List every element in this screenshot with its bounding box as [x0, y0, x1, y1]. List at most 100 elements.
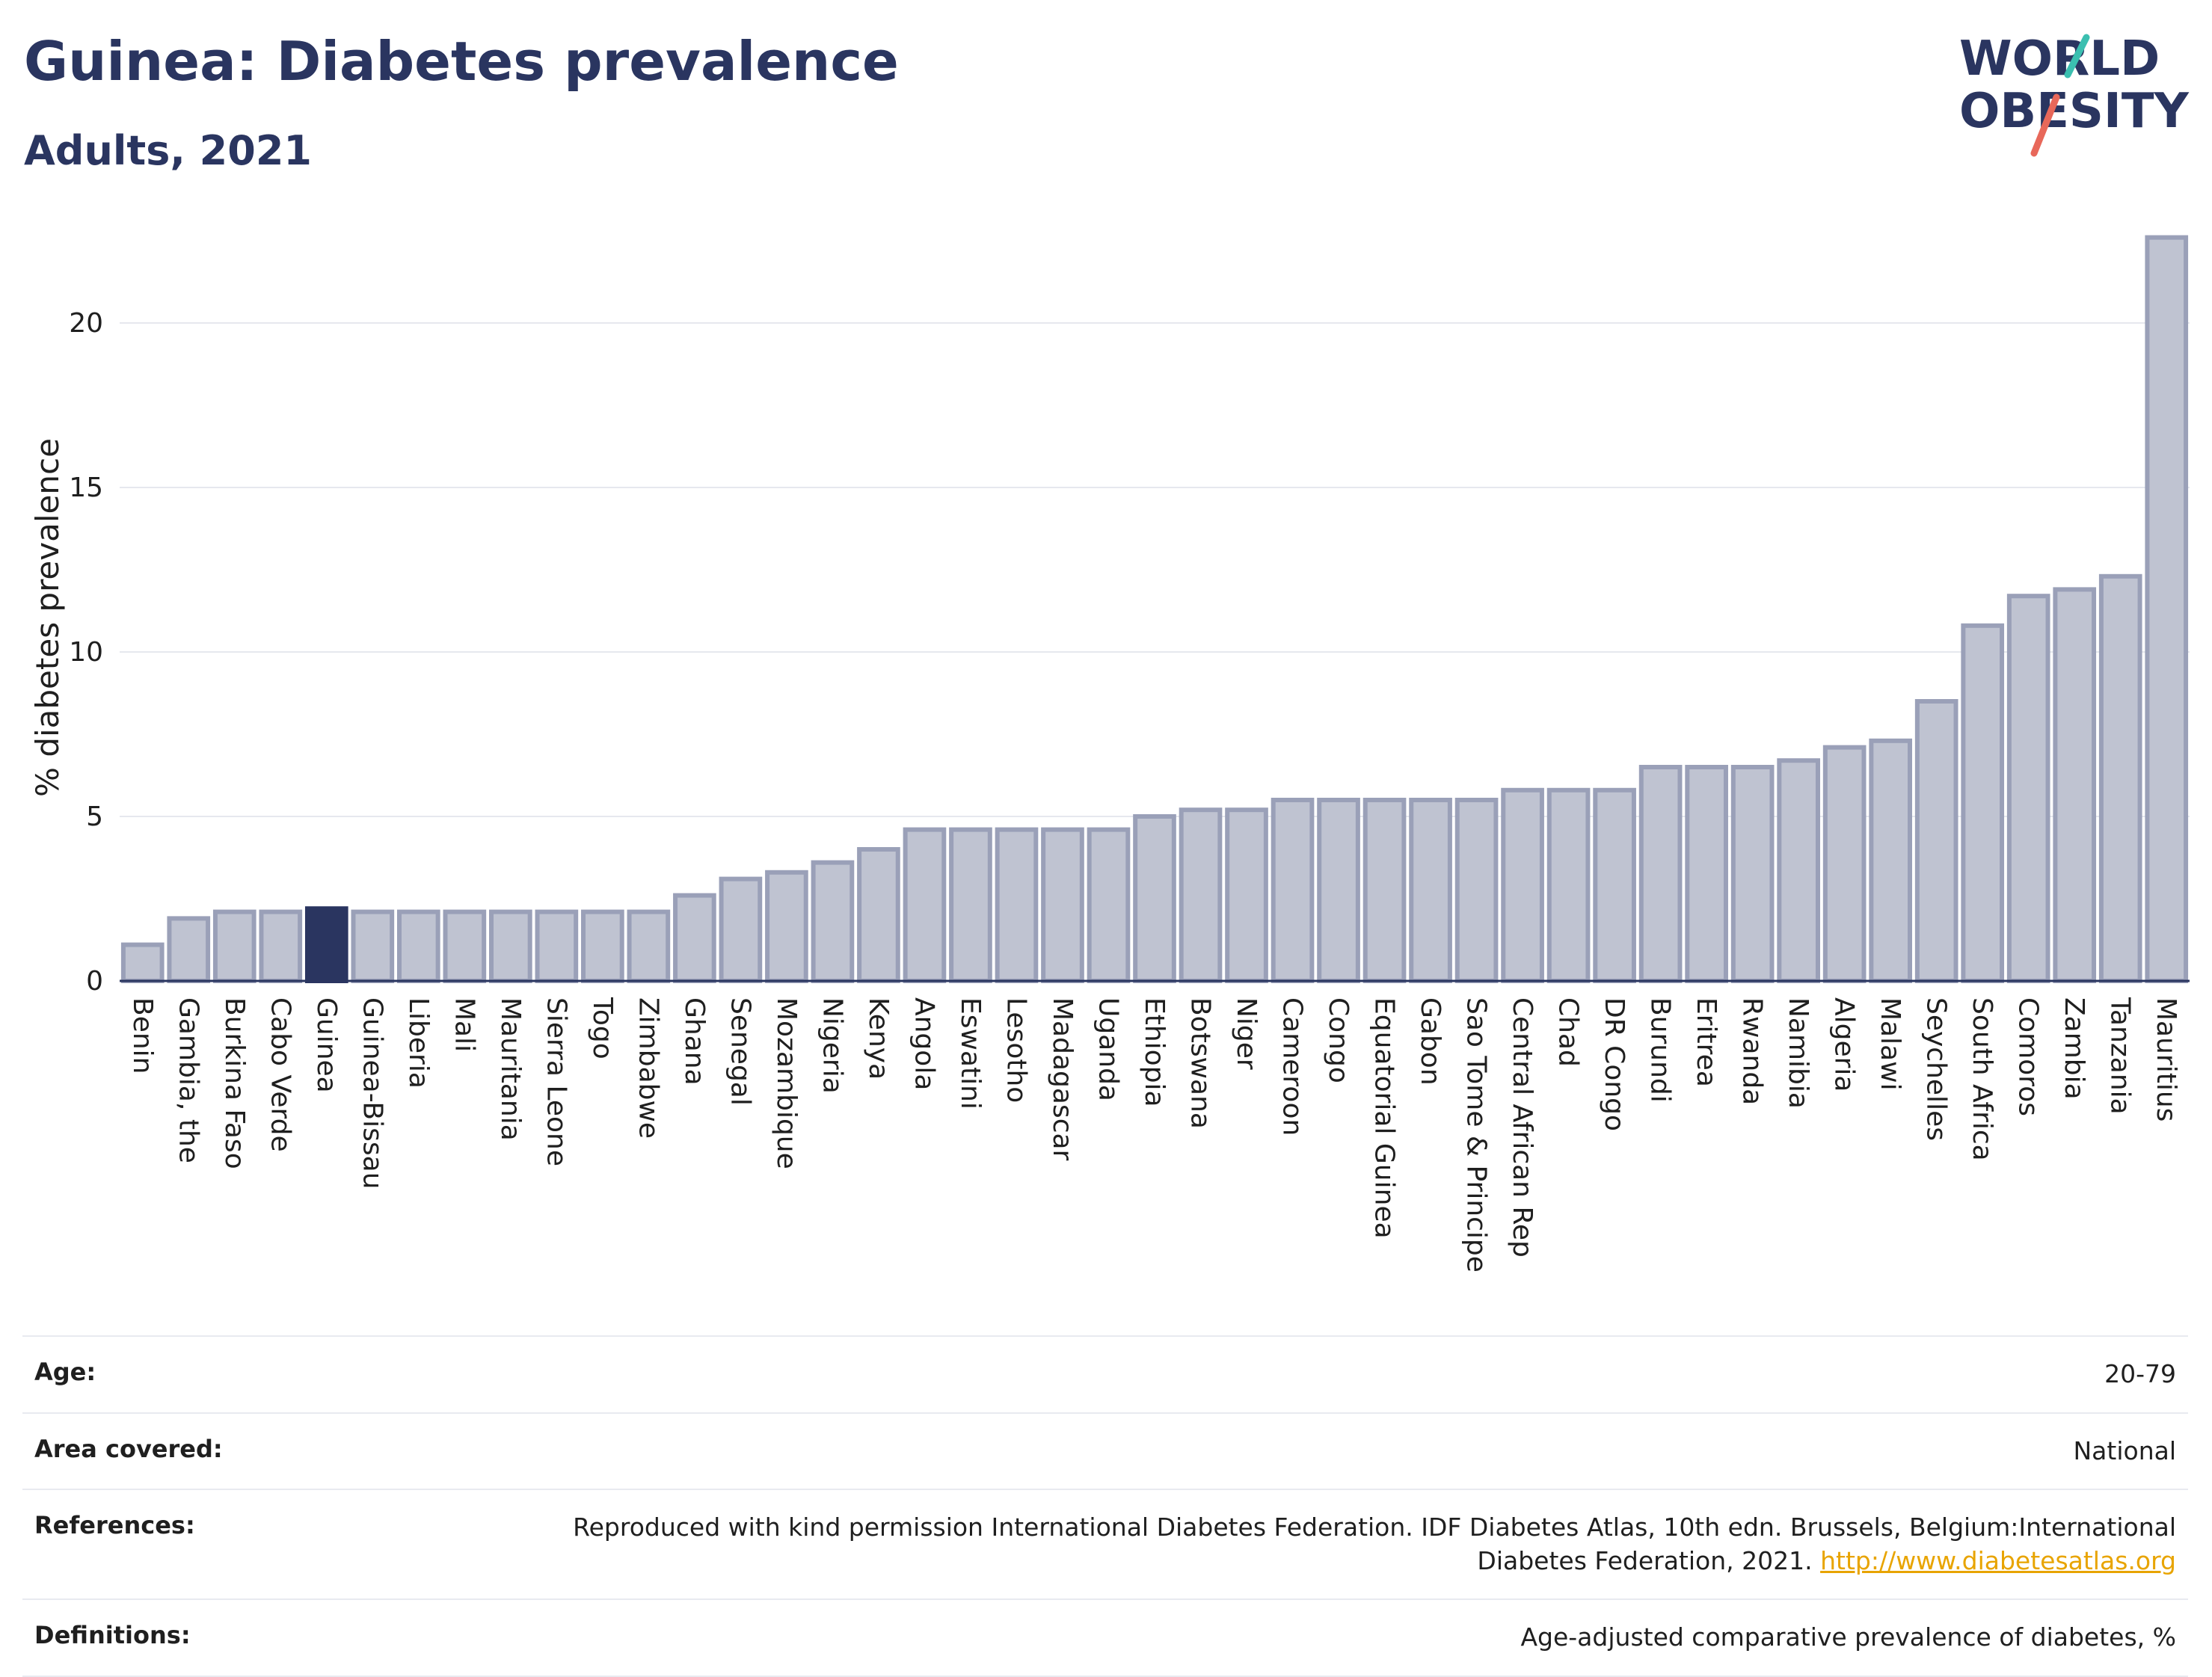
bar-togo[interactable] [581, 909, 624, 983]
logo-line1: WORLD [1959, 31, 2160, 87]
x-tick-label: Seychelles [1921, 997, 1952, 1141]
bar-angola[interactable] [903, 827, 947, 983]
info-table: Age: 20-79 Area covered: National Refere… [22, 1335, 2188, 1677]
info-value-definitions: Age-adjusted comparative prevalence of d… [1520, 1622, 2176, 1652]
bar-liberia[interactable] [396, 909, 440, 983]
bar-mauritania[interactable] [489, 909, 532, 983]
y-tick-label: 10 [69, 637, 103, 668]
y-tick-label: 20 [69, 308, 103, 339]
x-tick-label: Comoros [2013, 997, 2044, 1116]
chart-title: Guinea: Diabetes prevalence [24, 30, 899, 93]
info-row-definitions: Definitions: Age-adjusted comparative pr… [22, 1598, 2188, 1677]
x-tick-label: Burkina Faso [219, 997, 250, 1169]
bar-lesotho[interactable] [995, 827, 1039, 983]
x-tick-label: Eswatini [955, 997, 986, 1110]
bar-mozambique[interactable] [765, 870, 808, 983]
bar-algeria[interactable] [1822, 745, 1867, 983]
bar-chart: 0 5 10 15 20 Benin Gambia, the Burkina Faso Cabo… [29, 235, 2190, 1273]
x-tick-label: Burundi [1645, 997, 1676, 1103]
bars [120, 235, 2189, 984]
bar-gambia-the[interactable] [167, 916, 211, 984]
bar-comoros[interactable] [2006, 594, 2050, 983]
bar-eritrea[interactable] [1685, 765, 1728, 983]
references-link[interactable]: http://www.diabetesatlas.org [1820, 1545, 2176, 1575]
x-tick-label: Zimbabwe [633, 997, 663, 1139]
x-tick-label: Guinea-Bissau [357, 997, 387, 1190]
x-tick-label: Niger [1231, 997, 1262, 1070]
bar-tanzania[interactable] [2098, 573, 2142, 983]
x-tick-label: Liberia [403, 997, 434, 1089]
x-tick-label: Algeria [1829, 997, 1860, 1092]
bar-benin[interactable] [120, 942, 165, 983]
bar-malawi[interactable] [1869, 738, 1913, 983]
x-tick-label: Cabo Verde [265, 997, 295, 1152]
x-tick-label: Sao Tome & Principe [1461, 997, 1492, 1273]
logo-slash-top-icon [2064, 34, 2090, 79]
bar-gabon[interactable] [1409, 798, 1452, 983]
x-tick-label: Gambia, the [173, 997, 203, 1163]
bar-mali[interactable] [443, 909, 487, 983]
bar-niger[interactable] [1225, 807, 1268, 984]
bar-dr-congo[interactable] [1593, 787, 1636, 983]
bar-guinea-bissau[interactable] [351, 909, 395, 983]
bar-botswana[interactable] [1179, 807, 1223, 984]
bar-seychelles[interactable] [1914, 699, 1958, 983]
bar-south-africa[interactable] [1961, 623, 2005, 983]
x-tick-label: Malawi [1875, 997, 1905, 1091]
bar-chad[interactable] [1546, 787, 1591, 983]
info-label-definitions: Definitions: [34, 1621, 191, 1650]
bar-cameroon[interactable] [1271, 798, 1315, 983]
bar-burundi[interactable] [1638, 765, 1683, 983]
x-tick-label: Guinea [311, 997, 342, 1093]
x-tick-label: Benin [127, 997, 158, 1074]
info-value-area: National [2073, 1436, 2176, 1465]
x-tick-label: Zambia [2059, 997, 2089, 1100]
x-tick-label: Mali [449, 997, 479, 1052]
bar-namibia[interactable] [1777, 758, 1820, 983]
bar-nigeria[interactable] [811, 860, 855, 983]
bar-cabo-verde[interactable] [259, 909, 303, 983]
bar-mauritius[interactable] [2145, 235, 2189, 984]
x-tick-label: Chad [1553, 997, 1584, 1067]
y-tick-label: 0 [86, 966, 103, 997]
x-tick-label: Nigeria [817, 997, 847, 1094]
bar-equatorial-guinea[interactable] [1362, 798, 1407, 983]
bar-senegal[interactable] [719, 876, 763, 983]
info-row-area: Area covered: National [22, 1412, 2188, 1489]
bar-zambia[interactable] [2053, 587, 2097, 983]
bar-eswatini[interactable] [949, 827, 992, 983]
x-tick-label: Sierra Leone [541, 997, 571, 1166]
bar-uganda[interactable] [1087, 827, 1131, 983]
references-text: Reproduced with kind permission Internat… [573, 1513, 2176, 1575]
info-label-age: Age: [34, 1358, 96, 1386]
world-obesity-logo: WORLD OBESITY [1959, 31, 2189, 157]
y-axis-title-group: % diabetes prevalence [29, 438, 66, 797]
bar-rwanda[interactable] [1730, 765, 1775, 983]
bar-burkina-faso[interactable] [212, 909, 256, 983]
bar-sao-tome-principe[interactable] [1454, 798, 1499, 983]
info-label-references: References: [34, 1511, 195, 1540]
bar-zimbabwe[interactable] [627, 909, 671, 983]
bar-ghana[interactable] [673, 893, 716, 983]
bar-sierra-leone[interactable] [535, 909, 579, 983]
logo-slash-bottom-icon [2030, 93, 2060, 157]
x-tick-label: Namibia [1783, 997, 1813, 1109]
x-tick-label: Senegal [725, 997, 755, 1106]
info-value-references: Reproduced with kind permission Internat… [456, 1511, 2176, 1578]
info-value-age: 20-79 [2104, 1359, 2176, 1388]
y-tick-label: 5 [86, 801, 103, 832]
logo-line2: OBESITY [1959, 84, 2189, 139]
bar-congo[interactable] [1317, 798, 1360, 983]
x-tick-label: Congo [1323, 997, 1354, 1083]
bar-madagascar[interactable] [1041, 827, 1084, 983]
x-tick-label: Tanzania [2105, 997, 2136, 1115]
x-tick-label: Ghana [679, 997, 710, 1086]
bar-central-african-rep[interactable] [1501, 787, 1544, 983]
bar-kenya[interactable] [857, 847, 900, 983]
bar-ethiopia[interactable] [1133, 814, 1176, 983]
x-tick-label: Lesotho [1001, 997, 1031, 1103]
x-tick-label: Angola [909, 997, 939, 1090]
info-row-age: Age: 20-79 [22, 1335, 2188, 1412]
bar-guinea[interactable] [304, 906, 348, 984]
x-tick-label: Rwanda [1737, 997, 1768, 1105]
